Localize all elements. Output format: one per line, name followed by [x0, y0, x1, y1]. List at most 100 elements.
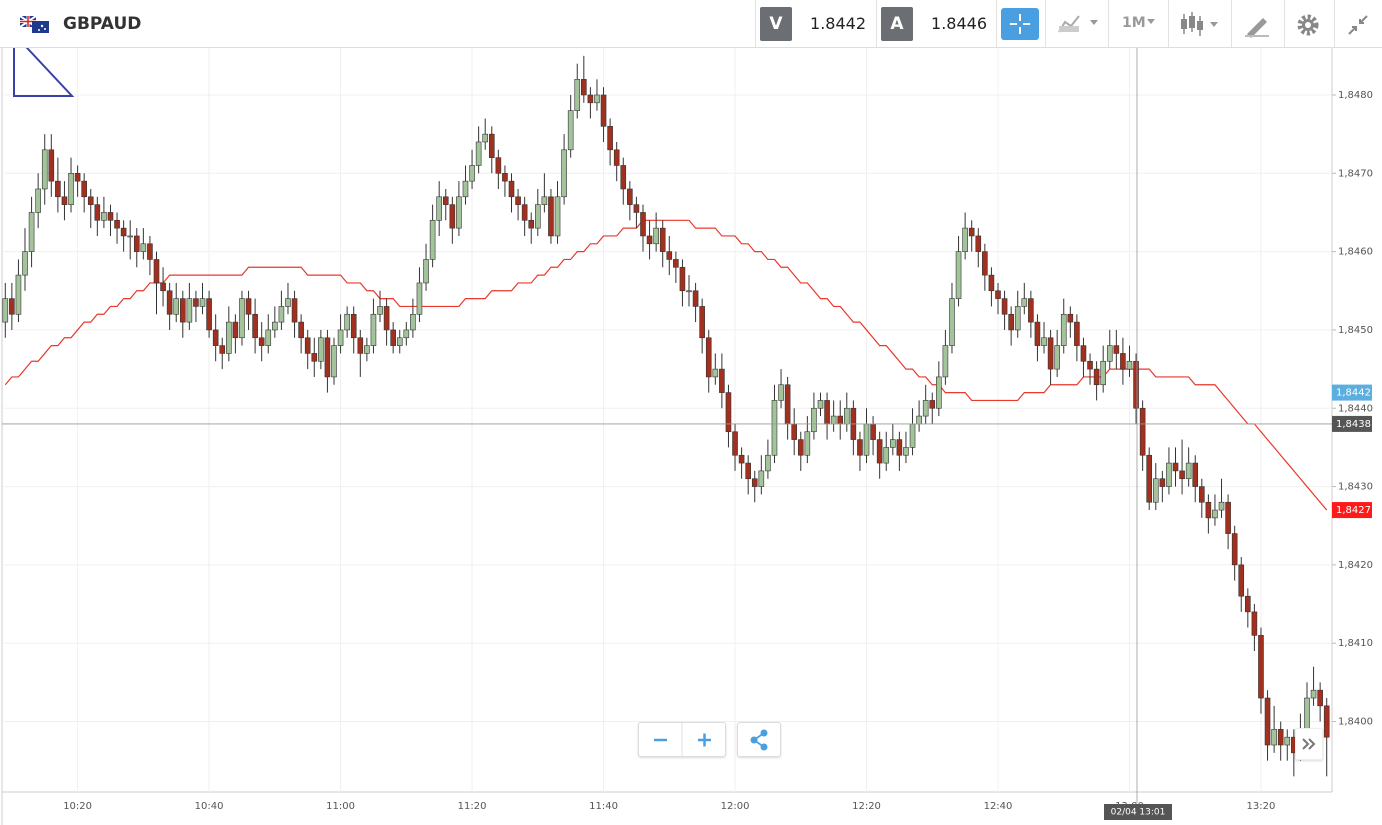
- candle-body: [1212, 509, 1218, 519]
- share-button[interactable]: [737, 722, 781, 757]
- candle-body: [955, 251, 962, 299]
- candle-body: [212, 329, 219, 346]
- candle-body: [449, 204, 456, 229]
- candle-body: [377, 306, 383, 315]
- candle-body: [35, 188, 41, 213]
- candle-body: [1060, 313, 1067, 346]
- candle-body: [1159, 478, 1166, 487]
- candle-body: [475, 141, 482, 166]
- candle-body: [344, 313, 350, 331]
- candle-body: [1192, 462, 1199, 487]
- candle-body: [193, 298, 199, 307]
- candle-body: [396, 337, 403, 346]
- candle-body: [28, 212, 35, 252]
- candle-body: [350, 313, 357, 339]
- candle-body: [1139, 407, 1146, 456]
- y-tick-label: 1,8420: [1338, 560, 1373, 571]
- price-marker: [1332, 502, 1372, 519]
- candle-body: [883, 447, 890, 464]
- candle-body: [765, 454, 771, 472]
- candle-body: [1323, 705, 1330, 738]
- crosshair-button[interactable]: [1001, 8, 1039, 40]
- candle-body: [528, 219, 535, 229]
- candle-body: [1100, 360, 1106, 386]
- candle-body: [55, 180, 61, 198]
- candle-body: [791, 423, 797, 440]
- crosshair-time-box: [1104, 804, 1172, 820]
- candle-body: [1245, 595, 1251, 613]
- candle-body: [876, 439, 883, 464]
- scroll-to-end-button[interactable]: [1295, 728, 1323, 760]
- candle-body: [515, 196, 521, 205]
- candle-body: [324, 337, 331, 378]
- candle-body: [272, 321, 278, 331]
- separator: [1334, 0, 1335, 47]
- candle-body: [751, 478, 758, 487]
- candle-body: [1074, 321, 1080, 346]
- candle-body: [68, 173, 74, 205]
- zoom-controls: [638, 722, 726, 757]
- candle-body: [1133, 360, 1139, 409]
- candle-body: [1317, 689, 1323, 707]
- candle-body: [1271, 729, 1277, 746]
- candle-body: [909, 423, 916, 448]
- candle-body: [705, 337, 712, 378]
- overlay-layer: 1,8442 1,8427 1,8438 02/04 13:01: [2, 48, 1372, 820]
- candle-body: [429, 219, 436, 260]
- candle-body: [245, 298, 252, 315]
- candle-body: [804, 431, 811, 456]
- candle-body: [1258, 635, 1264, 699]
- candle-body: [686, 290, 692, 293]
- candle-body: [646, 235, 653, 245]
- candle-body: [232, 321, 239, 339]
- price-marker-label: 1,8427: [1336, 505, 1371, 516]
- settings-button[interactable]: [1295, 12, 1321, 38]
- candle-body: [587, 94, 594, 104]
- zoom-in-button[interactable]: [698, 733, 711, 747]
- candle-body: [857, 439, 863, 456]
- candle-body: [620, 165, 627, 190]
- candle-body: [140, 243, 147, 252]
- candle-body: [285, 298, 291, 307]
- bid-button[interactable]: V: [760, 7, 792, 41]
- candle-body: [173, 298, 180, 315]
- candle-body: [186, 298, 193, 323]
- candle-body: [318, 337, 324, 362]
- candle-body: [811, 407, 817, 433]
- candle-body: [423, 259, 429, 284]
- candle-body: [311, 353, 318, 362]
- candle-body: [1106, 345, 1113, 362]
- candle-body: [679, 266, 686, 292]
- candle-body: [383, 306, 390, 331]
- chart-type-button[interactable]: [1055, 12, 1103, 36]
- candle-body: [936, 376, 942, 409]
- candle-body: [1014, 306, 1021, 331]
- candle-body: [1205, 501, 1212, 519]
- timeframe-button[interactable]: 1M: [1122, 15, 1146, 31]
- candle-body: [1146, 454, 1153, 503]
- separator: [1284, 0, 1285, 47]
- candle-body: [982, 251, 988, 276]
- candle-body: [160, 282, 166, 292]
- triangle-drawing[interactable]: [13, 31, 75, 97]
- candle-body: [1284, 736, 1291, 746]
- candle-body: [179, 298, 186, 323]
- scroll-icon: [1302, 738, 1316, 750]
- candle-body: [535, 204, 541, 229]
- ask-button[interactable]: A: [881, 7, 913, 41]
- shrink-button[interactable]: [1346, 13, 1370, 37]
- candle-body: [784, 384, 791, 425]
- candle-body: [962, 227, 968, 252]
- candle-body: [436, 196, 442, 221]
- candle-style-button[interactable]: [1178, 10, 1226, 38]
- candle-body: [114, 219, 120, 229]
- candle-body: [1238, 564, 1245, 597]
- candle-body: [364, 345, 370, 354]
- candle-body: [1251, 611, 1258, 636]
- crosshair-price-label: 1,8438: [1336, 419, 1371, 430]
- draw-tool-button[interactable]: [1243, 12, 1271, 38]
- dropdown-caret: [1147, 19, 1155, 24]
- candle-body: [771, 400, 778, 456]
- candle-body: [1179, 470, 1185, 480]
